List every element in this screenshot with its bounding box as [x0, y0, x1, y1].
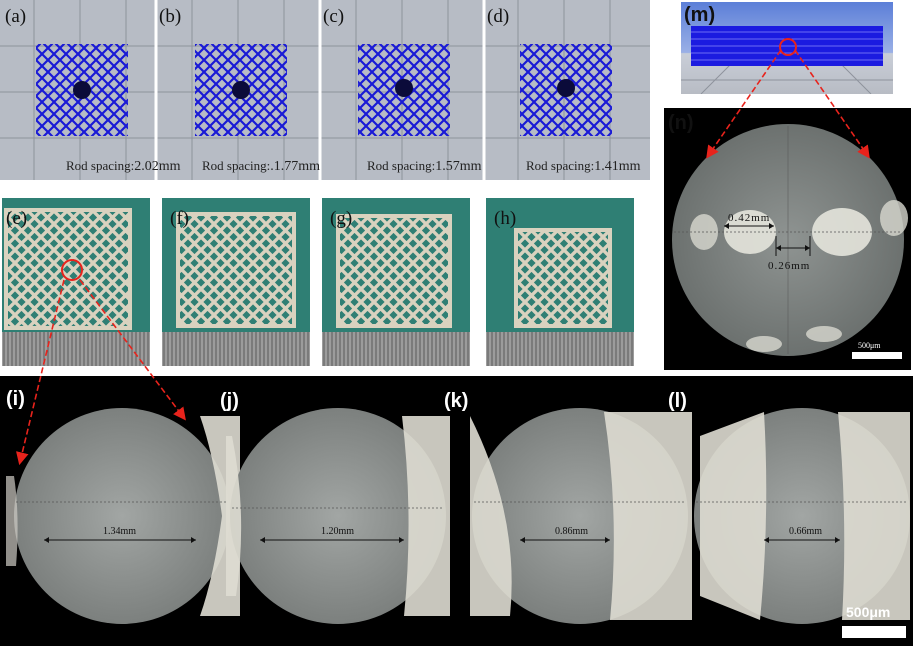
measure-j: 1.20mm	[321, 526, 355, 537]
cad-model-strip: (a) (b) (c) (d) Rod spacing:2.02mm Rod s…	[0, 0, 650, 180]
rod-spacing-a: Rod spacing:2.02mm	[66, 158, 181, 174]
cad-grid-svg	[0, 0, 650, 180]
scalebar-n	[852, 352, 902, 359]
scalebar-micro	[842, 626, 906, 638]
photo-g: (g)	[322, 198, 470, 366]
panel-label-b: (b)	[159, 6, 182, 27]
panel-label-n: (n)	[668, 112, 694, 134]
panel-label-i: (i)	[6, 388, 25, 410]
panel-n-microscope: (n) 0.42mm 0.26mm 500μm	[664, 108, 911, 370]
center-hole-b	[232, 81, 250, 99]
center-hole-d	[557, 79, 575, 97]
photo-e: (e)	[2, 198, 150, 366]
panel-label-a: (a)	[5, 6, 27, 27]
rod-spacing-d: Rod spacing:1.41mm	[526, 158, 641, 174]
measure-k: 0.86mm	[555, 526, 589, 537]
measure-i: 1.34mm	[103, 526, 137, 537]
panel-label-k: (k)	[444, 390, 469, 412]
panel-label-c: (c)	[323, 6, 345, 27]
panel-label-d: (d)	[487, 6, 510, 27]
photo-f: (f)	[162, 198, 310, 366]
panel-m-side-view: (m)	[681, 2, 893, 94]
panel-label-e: (e)	[6, 208, 28, 229]
panel-label-h: (h)	[494, 208, 517, 229]
panel-label-f: (f)	[170, 208, 189, 229]
center-hole-c	[395, 79, 413, 97]
panel-label-m: (m)	[684, 4, 716, 26]
micro-strip-svg	[6, 408, 910, 638]
scalebar-text-n: 500μm	[858, 341, 881, 350]
rod-spacing-c: Rod spacing:1.57mm	[367, 158, 482, 174]
micro-n-svg	[672, 124, 908, 359]
center-hole-a	[73, 81, 91, 99]
measure-n-2: 0.26mm	[768, 260, 811, 272]
panel-label-g: (g)	[330, 208, 353, 229]
measure-l: 0.66mm	[789, 526, 823, 537]
micro-strip: (i) (j) (k) (l) 1.34mm 1.20mm 0.86mm 0.6…	[0, 376, 913, 646]
highlight-circle-e	[61, 259, 83, 281]
highlight-circle-m	[779, 38, 797, 56]
scalebar-text-micro: 500μm	[846, 604, 891, 620]
panel-label-j: (j)	[220, 390, 239, 412]
rod-spacing-b: Rod spacing:.1.77mm	[202, 158, 321, 174]
panel-label-l: (l)	[668, 390, 687, 412]
photo-h: (h)	[486, 198, 634, 366]
measure-n-1: 0.42mm	[728, 212, 771, 224]
